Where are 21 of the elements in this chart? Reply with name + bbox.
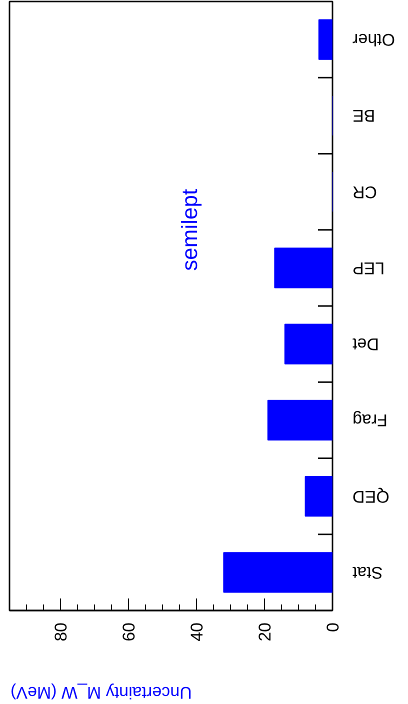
y-tick-label: CR bbox=[352, 182, 378, 202]
bar bbox=[223, 552, 332, 593]
y-tick-label: Det bbox=[352, 334, 379, 354]
y-tick-label: BE bbox=[352, 106, 376, 126]
text: semilept bbox=[177, 188, 202, 271]
bar bbox=[267, 400, 332, 440]
x-axis-title: Uncertainty M_W (MeV) bbox=[10, 683, 192, 702]
x-tick-label: 20 bbox=[256, 622, 274, 642]
y-tick-label: Stat bbox=[352, 562, 383, 582]
bar bbox=[304, 476, 332, 517]
bar bbox=[318, 19, 332, 60]
bar bbox=[274, 248, 332, 288]
x-tick-label: 0 bbox=[324, 622, 342, 632]
y-tick-label: QED bbox=[352, 486, 390, 506]
y-tick-label: Other bbox=[352, 30, 396, 50]
y-tick-label: Frag bbox=[352, 410, 388, 430]
x-tick-label: 40 bbox=[188, 622, 206, 642]
x-tick-label: 80 bbox=[52, 622, 70, 642]
x-tick-label: 60 bbox=[120, 622, 138, 642]
bar bbox=[284, 324, 332, 364]
y-tick-label: LEP bbox=[352, 258, 385, 278]
